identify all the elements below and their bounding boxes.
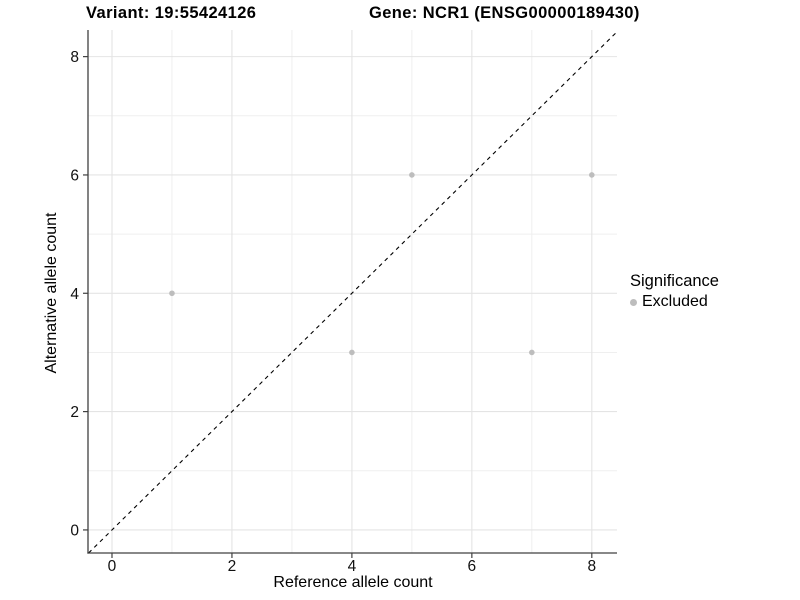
identity-line xyxy=(88,31,618,554)
legend-title: Significance xyxy=(630,272,719,290)
legend: Significance Excluded xyxy=(630,272,719,311)
variant-title: Variant: 19:55424126 xyxy=(86,4,257,22)
y-tick-label: 0 xyxy=(70,522,79,539)
y-tick-label: 2 xyxy=(70,404,79,421)
gene-title: Gene: NCR1 (ENSG00000189430) xyxy=(369,4,640,22)
data-point xyxy=(589,172,595,178)
x-tick-label: 2 xyxy=(228,558,237,575)
y-tick-label: 8 xyxy=(70,49,79,66)
x-tick-label: 4 xyxy=(348,558,357,575)
y-tick-label: 6 xyxy=(70,167,79,184)
data-point xyxy=(349,349,355,356)
data-point xyxy=(169,290,175,297)
x-tick-label: 6 xyxy=(468,558,477,575)
x-tick-label: 8 xyxy=(587,558,596,575)
y-axis-title-text: Alternative allele count xyxy=(43,212,60,374)
legend-item-label: Excluded xyxy=(642,293,708,310)
legend-item-excluded: Excluded xyxy=(630,293,719,311)
data-point xyxy=(409,172,415,178)
legend-point-icon xyxy=(630,298,637,306)
data-point xyxy=(529,349,535,356)
x-axis-title: Reference allele count xyxy=(273,574,433,591)
x-tick-label: 0 xyxy=(108,558,117,575)
y-tick-label: 4 xyxy=(70,286,79,303)
